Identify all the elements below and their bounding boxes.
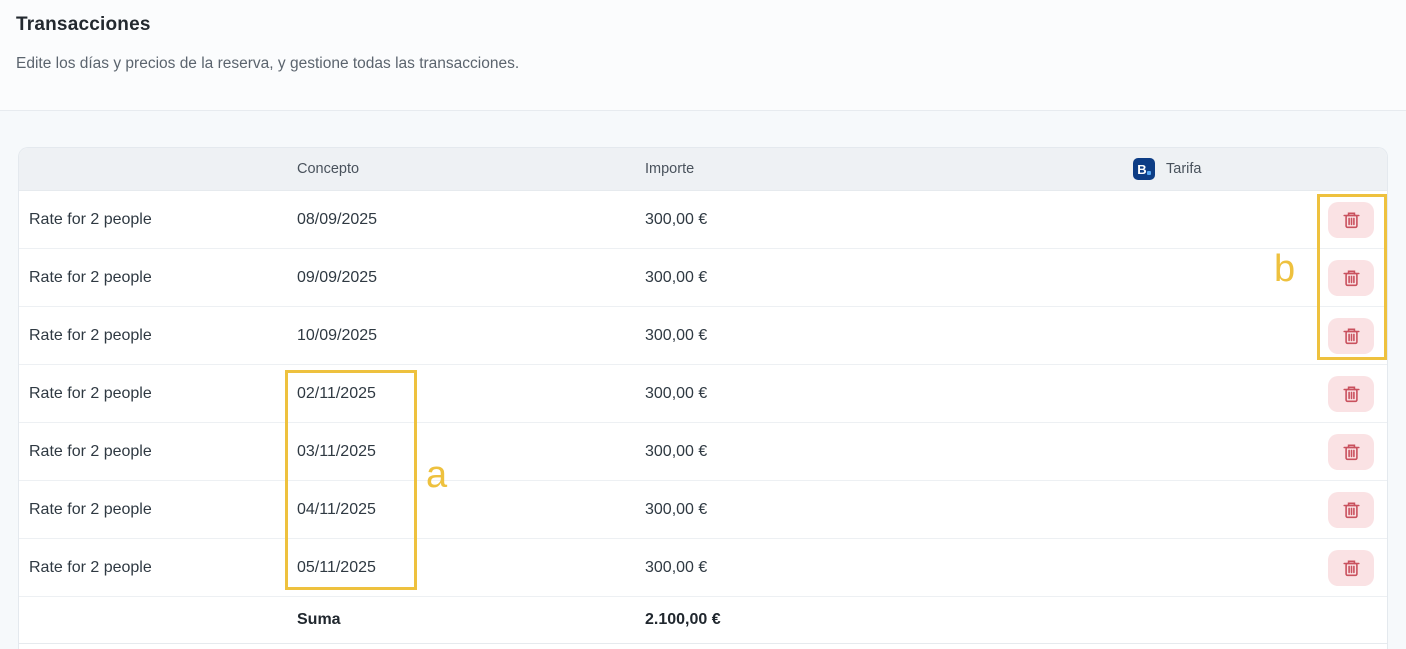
cell-amount: 300,00 € <box>645 442 708 460</box>
table-row: Rate for 2 people 02/11/2025 300,00 € <box>19 365 1387 423</box>
cell-concept: Rate for 2 people <box>29 326 152 344</box>
table-row: Rate for 2 people 08/09/2025 300,00 € <box>19 191 1387 249</box>
table-row: Rate for 2 people 10/09/2025 300,00 € <box>19 307 1387 365</box>
header-tarifa-label: Tarifa <box>1166 161 1202 177</box>
cell-date: 02/11/2025 <box>297 384 376 402</box>
cell-amount: 300,00 € <box>645 500 708 518</box>
cell-concept: Rate for 2 people <box>29 210 152 228</box>
page-header-section: Transacciones Edite los días y precios d… <box>0 0 1406 111</box>
cell-concept: Rate for 2 people <box>29 558 152 576</box>
table-header-row: Concepto Importe B Tarifa <box>19 148 1387 191</box>
cell-date: 04/11/2025 <box>297 500 376 518</box>
trash-icon <box>1342 270 1360 286</box>
delete-row-button[interactable] <box>1328 549 1374 586</box>
trash-icon <box>1342 502 1360 518</box>
trash-icon <box>1342 328 1360 344</box>
header-concepto: Concepto <box>297 161 360 177</box>
header-importe: Importe <box>645 161 695 177</box>
trash-icon <box>1342 444 1360 460</box>
cell-amount: 300,00 € <box>645 558 708 576</box>
cell-amount: 300,00 € <box>645 384 708 402</box>
cell-concept: Rate for 2 people <box>29 500 152 518</box>
cell-concept: Rate for 2 people <box>29 384 152 402</box>
trash-icon <box>1342 386 1360 402</box>
transactions-table: Concepto Importe B Tarifa Rate for 2 peo… <box>18 147 1388 649</box>
delete-row-button[interactable] <box>1328 491 1374 528</box>
delete-row-button[interactable] <box>1328 201 1374 238</box>
delete-row-button[interactable] <box>1328 317 1374 354</box>
page-title: Transacciones <box>16 14 151 35</box>
cell-date: 08/09/2025 <box>297 210 378 228</box>
sum-label: Suma <box>297 611 341 628</box>
cell-concept: Rate for 2 people <box>29 442 152 460</box>
delete-row-button[interactable] <box>1328 433 1374 470</box>
delete-row-button[interactable] <box>1328 375 1374 412</box>
trash-icon <box>1342 560 1360 576</box>
sum-amount: 2.100,00 € <box>645 611 721 628</box>
table-body: Rate for 2 people 08/09/2025 300,00 € <box>19 191 1387 597</box>
page-subtitle: Edite los días y precios de la reserva, … <box>16 55 520 72</box>
table-row: Rate for 2 people 05/11/2025 300,00 € <box>19 539 1387 597</box>
table-row: Rate for 2 people 09/09/2025 300,00 € <box>19 249 1387 307</box>
delete-row-button[interactable] <box>1328 259 1374 296</box>
header-tarifa: B Tarifa <box>1115 158 1325 180</box>
cell-date: 09/09/2025 <box>297 268 378 286</box>
cell-amount: 300,00 € <box>645 210 708 228</box>
cell-amount: 300,00 € <box>645 326 708 344</box>
cell-date: 05/11/2025 <box>297 558 376 576</box>
booking-logo-icon: B <box>1133 158 1155 180</box>
table-row: Rate for 2 people 04/11/2025 300,00 € <box>19 481 1387 539</box>
cell-date: 03/11/2025 <box>297 442 376 460</box>
cell-amount: 300,00 € <box>645 268 708 286</box>
table-row: Rate for 2 people 03/11/2025 300,00 € <box>19 423 1387 481</box>
cell-concept: Rate for 2 people <box>29 268 152 286</box>
sum-row: Suma 2.100,00 € <box>19 597 1387 644</box>
cell-date: 10/09/2025 <box>297 326 378 344</box>
trash-icon <box>1342 212 1360 228</box>
